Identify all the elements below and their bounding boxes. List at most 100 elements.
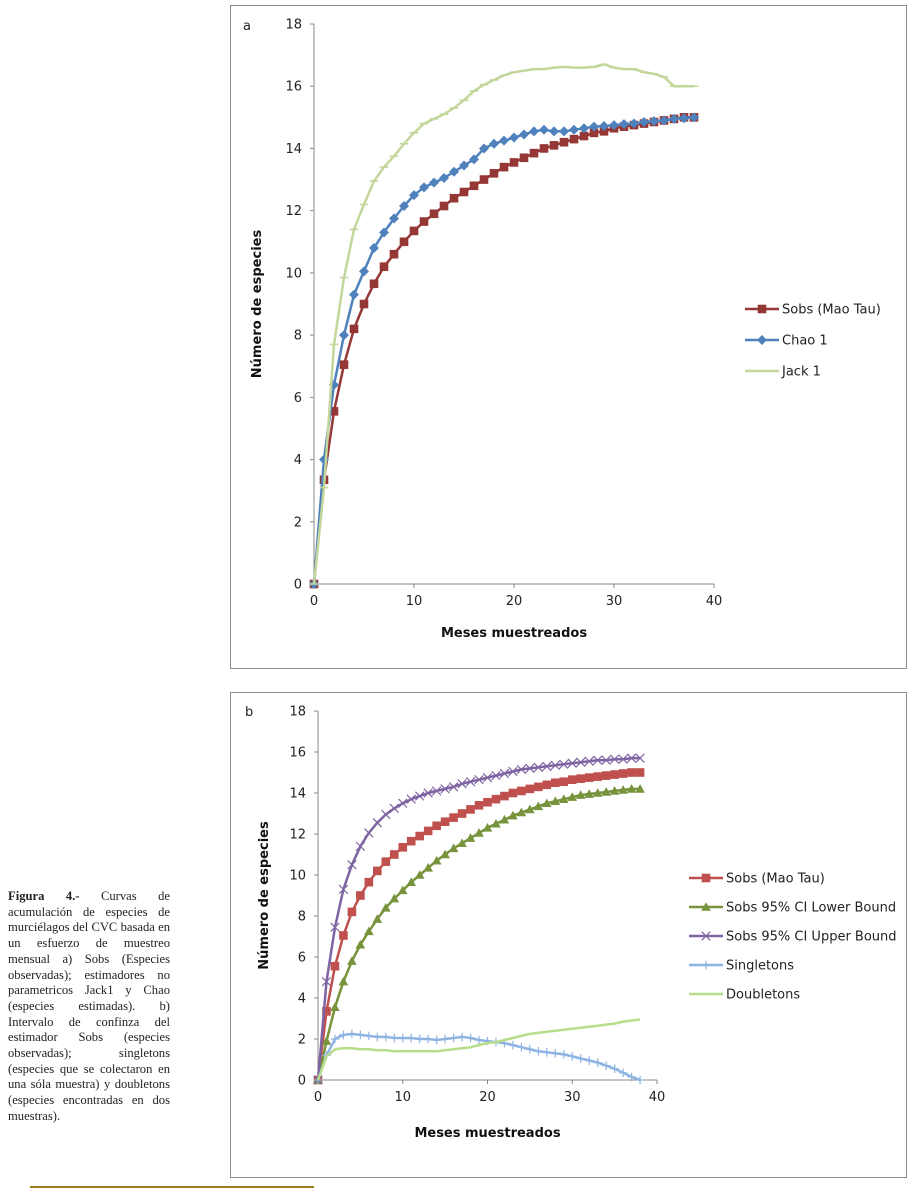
chart-a-legend-item-sobs-mao-tau: Sobs (Mao Tau) [745,303,881,318]
chart-a-x-axis-label: Meses muestreados [441,626,587,641]
chart-a-legend-item-chao-1: Chao 1 [745,334,828,349]
chart-b-point-sobs-mao-tau [491,794,501,804]
chart-b-point-sobs-mao-tau [406,836,416,846]
chart-b-point-sobs-95-ci-upper-bound [626,753,637,763]
chart-b-point-sobs-95-ci-lower-bound [372,914,383,923]
chart-b-point-sobs-95-ci-upper-bound [321,976,332,987]
chart-a-point-sobs-mao-tau [559,137,569,147]
chart-b-point-sobs-95-ci-upper-bound [440,784,450,794]
chart-b-point-singletons [508,1040,518,1050]
chart-b-legend-marker-sobs-mao-tau [701,873,711,883]
chart-b-point-singletons [517,1042,526,1052]
chart-b-point-sobs-95-ci-upper-bound [381,809,391,820]
chart-a-y-tick-label: 14 [285,142,302,157]
chart-b-point-sobs-mao-tau [457,809,467,818]
chart-b-legend-label-doubletons: Doubletons [726,988,800,1003]
chart-b-point-sobs-95-ci-upper-bound [567,758,577,768]
chart-b-point-sobs-mao-tau [381,857,391,866]
chart-a-point-chao-1 [489,138,499,149]
chart-a-point-chao-1 [529,126,539,137]
chart-b-point-sobs-95-ci-lower-bound [575,790,586,799]
chart-b-point-sobs-mao-tau [517,786,526,796]
chart-b-point-sobs-mao-tau [593,772,602,781]
chart-b-point-sobs-95-ci-lower-bound [457,838,467,848]
chart-a-x-tick-label: 30 [606,594,623,609]
chart-a-point-chao-1 [409,190,419,201]
chart-b-point-singletons [356,1030,365,1040]
chart-b-series-sobs-95-ci-upper-bound [313,753,645,1085]
chart-a-x-tick-label: 20 [506,594,523,609]
chart-b-point-sobs-95-ci-upper-bound [330,922,340,932]
chart-a-y-tick-label: 10 [285,266,302,281]
chart-b-x-axis-label: Meses muestreados [414,1126,560,1141]
chart-b-point-sobs-mao-tau [534,782,543,792]
chart-a-point-chao-1 [689,112,699,123]
chart-a-point-chao-1 [439,173,449,183]
chart-b-point-sobs-95-ci-upper-bound [499,768,510,779]
chart-a-point-sobs-mao-tau [519,153,529,163]
chart-b-point-sobs-95-ci-upper-bound [347,860,357,870]
chart-b-point-sobs-mao-tau [440,817,450,826]
chart-b-point-singletons [432,1035,441,1045]
chart-a-point-chao-1 [519,129,529,140]
chart-a-point-sobs-mao-tau [449,193,459,203]
chart-b-point-singletons [373,1032,382,1042]
chart-b-point-sobs-mao-tau [398,843,408,852]
chart-b-panel-label: b [245,705,253,720]
chart-b-point-singletons [398,1033,408,1043]
chart-a-point-sobs-mao-tau [369,279,379,289]
chart-b-series-doubletons [316,1018,641,1081]
chart-a-point-sobs-mao-tau [489,169,499,178]
chart-a-point-chao-1 [339,330,349,341]
chart-b-point-singletons [534,1047,543,1056]
chart-b-y-tick-label: 10 [289,869,306,884]
chart-a-y-tick-label: 0 [294,578,302,593]
chart-b-x-tick-label: 20 [479,1090,496,1105]
chart-b-point-sobs-95-ci-upper-bound [364,828,374,838]
chart-a-point-sobs-mao-tau [329,407,339,416]
chart-a-point-sobs-mao-tau [359,299,369,309]
chart-b-legend-label-sobs-95-ci-upper-bound: Sobs 95% CI Upper Bound [726,930,897,945]
chart-b-point-sobs-95-ci-lower-bound [381,903,391,912]
chart-b-point-singletons [330,1034,340,1044]
chart-b-point-singletons [584,1056,594,1065]
chart-b-point-singletons [627,1072,636,1082]
chart-b-point-sobs-95-ci-upper-bound [533,762,544,773]
chart-b-point-singletons [474,1035,484,1045]
chart-b-point-sobs-95-ci-upper-bound [431,786,442,796]
chart-b-point-sobs-mao-tau [627,768,636,777]
chart-b-point-sobs-mao-tau [567,775,577,784]
chart-b-y-tick-label: 14 [289,787,306,802]
chart-b-point-sobs-95-ci-upper-bound [423,788,433,798]
chart-b-legend-label-sobs-95-ci-lower-bound: Sobs 95% CI Lower Bound [726,901,896,916]
chart-a-y-tick-label: 2 [294,515,302,530]
chart-a-point-sobs-mao-tau [569,134,579,144]
chart-a-point-sobs-mao-tau [419,217,429,226]
chart-b-svg: b 0 2 4 6 8 10 12 14 16 18 0 10 20 30 40 Meses muestread… [245,705,897,1142]
chart-b-point-sobs-95-ci-lower-bound [389,893,400,903]
chart-b-point-singletons [415,1034,424,1044]
chart-b-point-sobs-mao-tau [474,801,484,810]
chart-b-point-singletons [339,1030,348,1040]
chart-b-point-sobs-95-ci-lower-bound [609,786,620,795]
chart-b-point-singletons [551,1049,560,1058]
chart-b-legend-marker-singletons [701,960,711,970]
chart-a-series-sobs-mao-tau [309,113,699,589]
chart-a-point-chao-1 [369,243,379,253]
chart-b-point-sobs-95-ci-upper-bound [491,770,501,781]
chart-a-legend-item-jack-1: Jack 1 [745,365,821,380]
chart-b-point-sobs-mao-tau [483,797,492,807]
chart-b-point-sobs-95-ci-lower-bound [414,870,425,879]
chart-b-legend-marker-sobs-95-ci-lower-bound [701,902,711,911]
chart-a-point-chao-1 [589,121,599,132]
chart-a-legend-label-jack-1: Jack 1 [781,365,821,380]
chart-a-y-tick-label: 12 [285,204,302,219]
chart-b-point-sobs-95-ci-upper-bound [465,777,476,787]
chart-a-point-chao-1 [389,213,399,224]
chart-b-point-singletons [440,1034,450,1044]
chart-b-series-sobs-mao-tau [313,768,645,1085]
chart-b-point-sobs-95-ci-upper-bound [559,759,569,770]
chart-b-point-sobs-95-ci-lower-bound [618,785,628,794]
chart-a-point-chao-1 [359,266,369,277]
chart-b-point-sobs-95-ci-upper-bound [338,884,349,895]
